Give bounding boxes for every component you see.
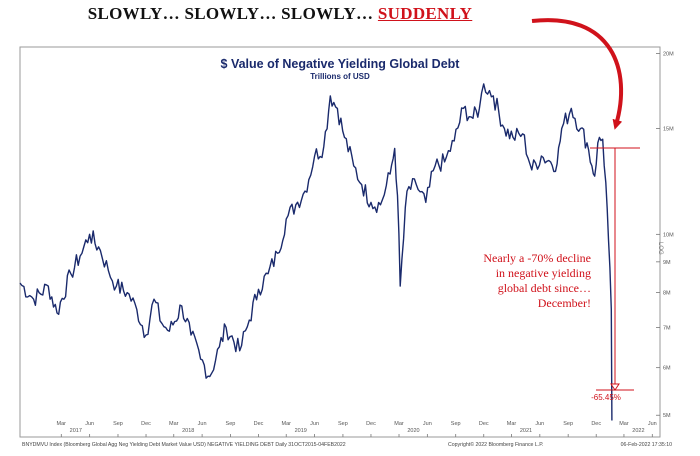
chart-frame <box>19 46 661 438</box>
x-tick-label: Mar <box>57 421 67 427</box>
y-axis: 20M 15M 10M 9M 8M 7M 6M 5M <box>656 51 674 419</box>
x-year-label: 2018 <box>182 428 194 434</box>
log-scale-tag: LOG <box>657 242 663 255</box>
x-tick-label: Dec <box>479 421 489 427</box>
x-tick-label: Dec <box>141 421 151 427</box>
x-year-label: 2022 <box>632 428 644 434</box>
x-tick-label: Jun <box>198 421 207 427</box>
x-year-label: 2017 <box>70 428 82 434</box>
headline: SLOWLY… SLOWLY… SLOWLY… SUDDENLY <box>0 4 560 24</box>
chart-subtitle: Trillions of USD <box>310 72 370 81</box>
footer-source: BNYDMVU Index (Bloomberg Global Agg Neg … <box>22 442 346 448</box>
x-tick-label: Sep <box>338 421 348 427</box>
x-tick-label: Sep <box>113 421 123 427</box>
measure-triangle-icon <box>610 383 620 391</box>
x-year-label: 2020 <box>407 428 419 434</box>
footer-copyright: Copyright© 2022 Bloomberg Finance L.P. <box>448 441 543 448</box>
curved-arrow-icon <box>531 18 624 130</box>
headline-suddenly: SUDDENLY <box>377 4 473 23</box>
x-year-label: 2019 <box>295 428 307 434</box>
y-tick-label: 9M <box>663 260 671 266</box>
chart-footer: BNYDMVU Index (Bloomberg Global Agg Neg … <box>22 441 672 448</box>
series-line-negative-yielding-debt <box>19 83 613 421</box>
annotation-line-1: Nearly a -70% decline <box>483 251 591 265</box>
x-tick-label: Dec <box>254 421 264 427</box>
x-tick-label: Dec <box>366 421 376 427</box>
x-tick-label: Jun <box>535 421 544 427</box>
y-tick-label: 5M <box>663 413 671 419</box>
x-tick-label: Jun <box>423 421 432 427</box>
measure-label: -65.45% <box>591 393 621 402</box>
x-tick-label: Jun <box>310 421 319 427</box>
y-tick-label: 15M <box>663 127 674 133</box>
chart-title: $ Value of Negative Yielding Global Debt <box>221 57 461 71</box>
x-tick-label: Sep <box>563 421 573 427</box>
annotation-line-3: global debt since… <box>498 281 591 295</box>
x-tick-label: Mar <box>619 421 629 427</box>
x-year-label: 2021 <box>520 428 532 434</box>
footer-timestamp: 06-Feb-2022 17:35:10 <box>621 442 672 448</box>
x-tick-label: Mar <box>281 421 291 427</box>
decline-measure <box>590 147 640 391</box>
y-tick-label: 6M <box>663 366 671 372</box>
x-tick-label: Jun <box>648 421 657 427</box>
y-tick-label: 10M <box>663 232 674 238</box>
x-tick-label: Jun <box>85 421 94 427</box>
x-tick-label: Mar <box>169 421 179 427</box>
y-tick-label: 7M <box>663 325 671 331</box>
annotation-line-4: December! <box>538 296 591 310</box>
x-tick-label: Mar <box>394 421 404 427</box>
x-tick-label: Sep <box>226 421 236 427</box>
y-tick-label: 20M <box>663 51 674 57</box>
x-axis: Mar Jun Sep Dec Mar Jun Sep Dec Mar Jun Sep Dec Mar J… <box>57 421 657 437</box>
x-tick-label: Dec <box>591 421 601 427</box>
annotation-line-2: in negative yielding <box>496 266 591 280</box>
headline-slowly: SLOWLY… SLOWLY… SLOWLY… <box>87 4 378 23</box>
x-tick-label: Mar <box>507 421 517 427</box>
y-tick-label: 8M <box>663 291 671 297</box>
decline-annotation: Nearly a -70% decline in negative yieldi… <box>483 251 591 310</box>
x-tick-label: Sep <box>451 421 461 427</box>
